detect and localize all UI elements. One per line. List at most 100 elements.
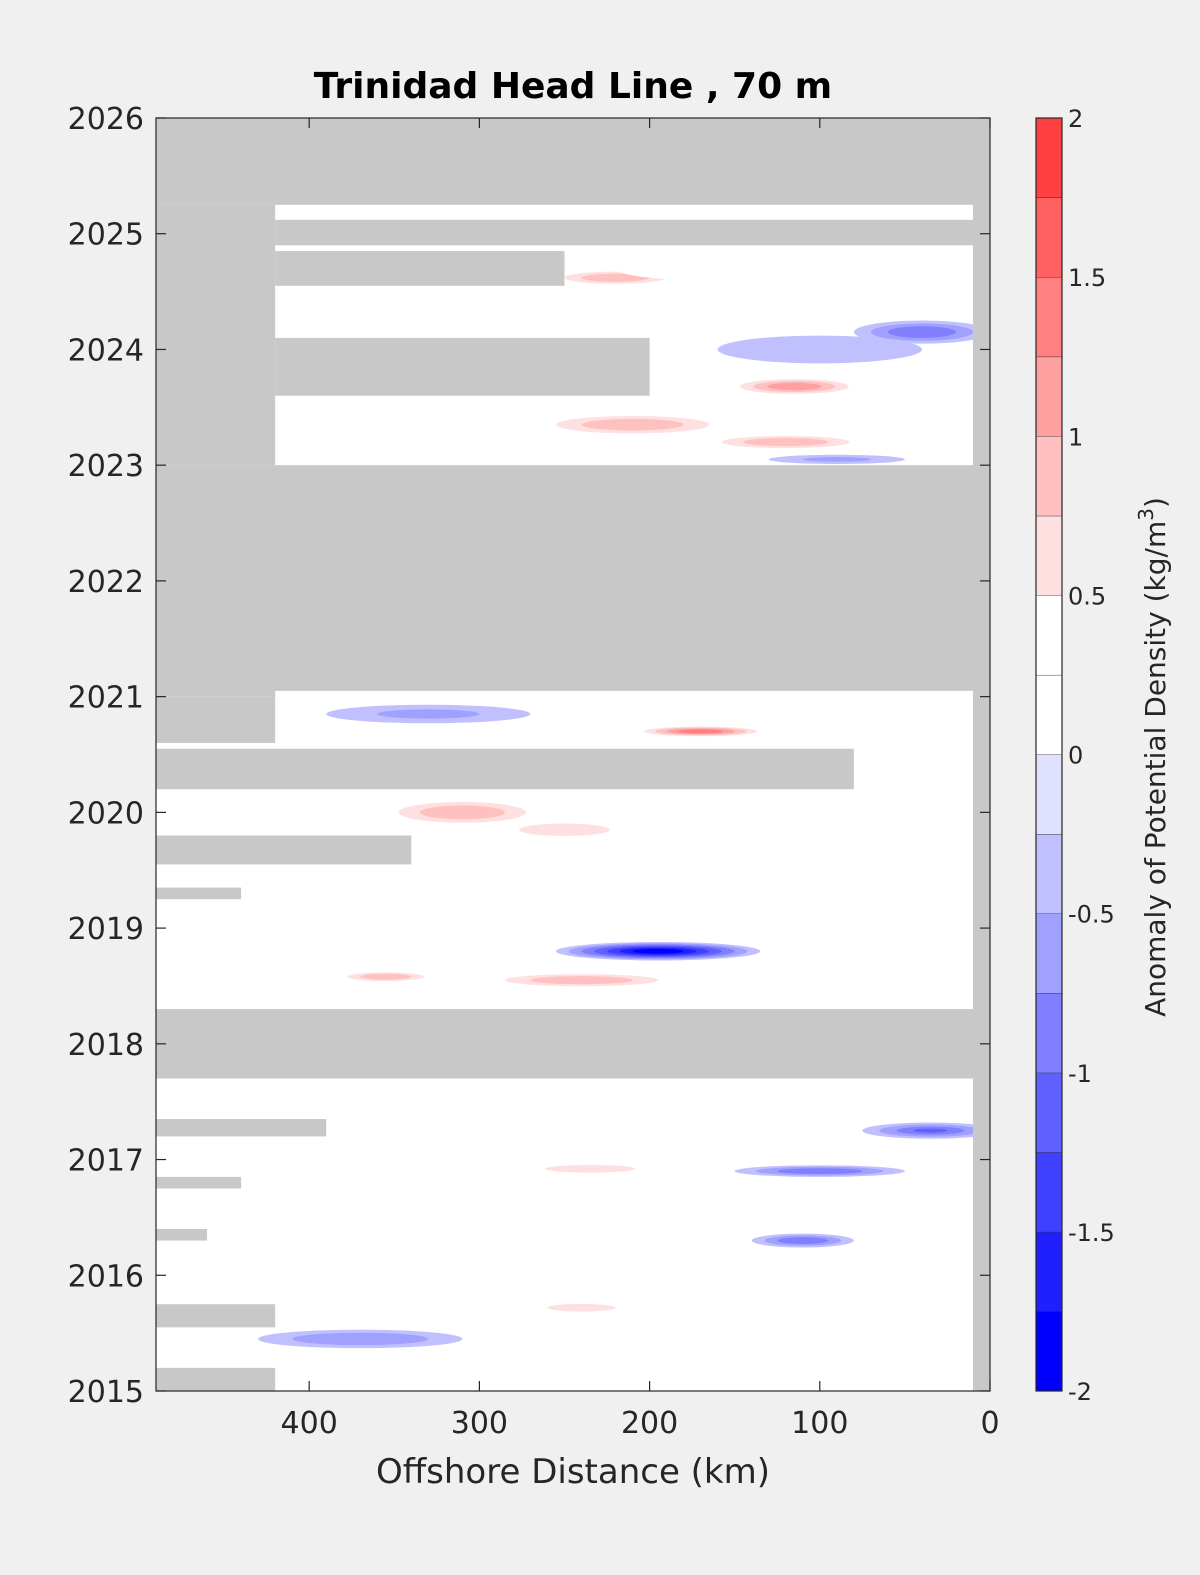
colorbar-label-suffix: ) [1139,497,1172,508]
missing-data-band [156,204,276,466]
anomaly-contour [598,275,633,280]
colorbar-segment [1036,993,1062,1073]
missing-data-band [156,1304,276,1328]
colorbar-segment [1036,1231,1062,1312]
missing-data-band [156,1228,208,1241]
colorbar-tick-label: -2 [1068,1378,1092,1406]
y-axis: 2015 2016 2017 2018 2019 2020 2021 2022 2023 2024… [68,102,990,1410]
anomaly-blob [734,1165,905,1177]
colorbar-segment [1036,197,1062,278]
anomaly-blob [496,820,633,839]
y-tick-label: 2021 [68,681,144,716]
missing-data-band [156,1176,242,1189]
missing-data-band [156,1119,327,1137]
colorbar-label-exponent: 3 [1134,508,1158,521]
y-tick-label: 2018 [68,1028,144,1063]
anomaly-blob [768,454,905,465]
missing-data-band [972,118,990,1391]
anomaly-contour [326,1335,395,1343]
anomaly-blob [547,269,684,286]
colorbar-segment [1036,595,1062,675]
anomaly-blob [862,1122,990,1139]
anomaly-blob [853,320,990,344]
colorbar-label-prefix: Anomaly of Potential Density (kg/m [1139,521,1172,1017]
y-tick-label: 2025 [68,218,144,253]
y-tick-label: 2017 [68,1144,144,1179]
missing-data-band [275,251,565,286]
colorbar-tick-label: 0.5 [1068,582,1106,610]
missing-data-band [275,219,973,246]
anomaly-contour [764,440,808,445]
colorbar-tick-label: -1 [1068,1060,1092,1088]
colorbar-tick-label: 1.5 [1068,264,1106,292]
anomaly-contour [541,826,588,833]
y-tick-label: 2016 [68,1259,144,1294]
x-tick-label: 200 [621,1406,678,1441]
anomaly-blob [700,433,871,451]
anomaly-blob [717,335,922,364]
anomaly-blob [751,1233,854,1248]
anomaly-blob [632,725,769,738]
anomaly-contour [802,457,871,462]
anomaly-contour [689,730,712,733]
colorbar-segment [1036,1311,1062,1391]
colorbar-segment [1036,277,1062,357]
colorbar: -2 -1.5 -1 -0.5 0 0.5 1 1.5 2 [1035,105,1115,1406]
colorbar-frame [1035,117,1063,1392]
colorbar-tick-label: 0 [1068,742,1083,770]
anomaly-contour [377,709,480,719]
anomaly-blob [726,377,863,396]
missing-data-band [156,465,990,691]
anomaly-contour [555,978,608,983]
missing-data-band [156,118,990,205]
anomaly-contour [645,950,671,953]
missing-data-band [156,586,276,697]
colorbar-tick-label: -0.5 [1068,901,1115,929]
colorbar-segment [1036,674,1062,755]
anomaly-contour [913,1128,948,1133]
colorbar-segment [1036,1152,1062,1232]
anomaly-blob [479,972,684,989]
anomaly-blob [555,941,761,961]
colorbar-segment [1036,1072,1062,1153]
x-axis-label: Offshore Distance (km) [376,1452,770,1492]
y-tick-label: 2026 [68,102,144,137]
x-axis: 400 300 200 100 0 [281,118,1000,1441]
y-tick-label: 2020 [68,796,144,831]
colorbar-segment [1036,356,1062,437]
anomaly-contour [768,342,871,357]
anomaly-contour [658,262,744,275]
colorbar-segment [1036,834,1062,914]
colorbar-segment [1036,436,1062,516]
plot-area [155,117,991,1392]
anomaly-blob [530,413,735,437]
y-tick-label: 2023 [68,449,144,484]
x-tick-label: 0 [980,1406,999,1441]
anomaly-contour [441,808,484,816]
missing-data-band [275,337,650,396]
missing-data-band [156,887,242,900]
anomaly-contour [607,421,659,428]
x-tick-label: 300 [451,1406,508,1441]
anomaly-contour [564,1305,599,1310]
missing-data-band [156,1367,276,1391]
colorbar-segment [1036,913,1062,994]
plot-frame [155,117,991,1392]
y-tick-label: 2024 [68,333,144,368]
x-tick-label: 400 [281,1406,338,1441]
anomaly-contour [567,1166,613,1171]
chart-title: Trinidad Head Line , 70 m [314,66,832,107]
anomaly-blob [530,1301,633,1314]
anomaly-contour [904,329,939,335]
anomaly-contour [798,1169,842,1173]
colorbar-label: Anomaly of Potential Density (kg/m3) [1134,497,1172,1017]
colorbar-segment [1036,754,1062,835]
y-tick-label: 2022 [68,565,144,600]
data-layer [156,118,990,1391]
anomaly-blob [326,704,531,724]
anomaly-contour [373,975,399,979]
colorbar-tick-label: 1 [1068,423,1083,451]
missing-data-band [156,748,854,790]
missing-data-band [156,1009,973,1079]
